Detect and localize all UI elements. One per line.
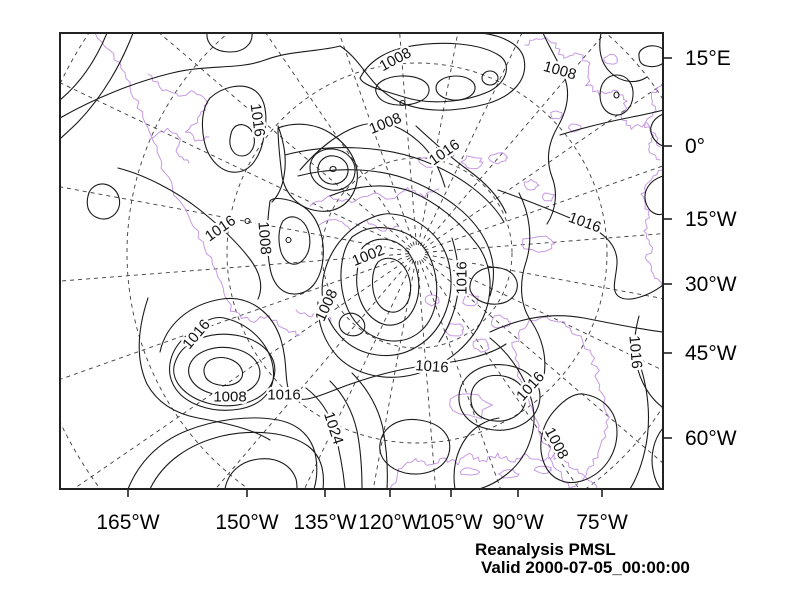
- meridian-line: [421, 34, 605, 248]
- plot-title: Reanalysis PMSL: [475, 540, 616, 559]
- meridian-line: [424, 256, 662, 371]
- isobar-value-label: 1016: [513, 368, 548, 404]
- meridian-line: [417, 260, 436, 488]
- coastline-path: [645, 84, 662, 161]
- isobar-value-label: 1016: [453, 261, 470, 294]
- isobar-value-label: 1008: [541, 425, 572, 462]
- island-path: [533, 465, 553, 475]
- island-path: [567, 123, 582, 133]
- right-axis-label: 15°W: [685, 208, 737, 231]
- bottom-axis-label: 120°W: [358, 511, 421, 534]
- bottom-axis-label: 105°W: [419, 511, 482, 534]
- isobar-value-label: 1008: [213, 388, 246, 405]
- bottom-axis-label: 75°W: [576, 511, 628, 534]
- plot-valid-time: Valid 2000-07-05_00:00:00: [481, 558, 690, 577]
- latitude-circle: [321, 157, 513, 349]
- coastlines: [94, 34, 662, 488]
- right-axis-label: 60°W: [685, 427, 737, 450]
- island-path: [490, 314, 511, 329]
- meridian-line: [61, 253, 410, 282]
- coastline-path: [309, 187, 440, 207]
- meridian-line: [61, 255, 410, 380]
- isobar-value-label: 1016: [625, 335, 645, 370]
- coastline-path: [147, 73, 210, 142]
- meridian-line: [61, 186, 410, 252]
- isobar-value-label: 1016: [179, 316, 213, 352]
- isobar-value-label: 1016: [426, 136, 463, 169]
- meridian-line: [423, 84, 662, 249]
- island-path: [603, 53, 619, 65]
- isobar-value-label: 1024: [320, 410, 346, 447]
- bottom-axis-label: 135°W: [293, 511, 356, 534]
- latitude-circle: [226, 62, 608, 444]
- isobar-value-label: 1002: [350, 242, 387, 270]
- coastline-path: [295, 309, 332, 322]
- isobar-value-label: 1016: [267, 386, 300, 403]
- island-path: [523, 178, 540, 191]
- isobar-contours: [61, 34, 662, 488]
- island-path: [462, 293, 480, 307]
- island-path: [550, 110, 563, 120]
- bottom-axis-label: 150°W: [215, 511, 278, 534]
- island-path: [460, 155, 484, 170]
- right-axis-label: 30°W: [685, 273, 737, 296]
- meridian-line: [422, 257, 662, 463]
- isobar-value-label: 1008: [254, 221, 274, 256]
- coastline-path: [389, 452, 598, 488]
- coastline-path: [524, 37, 661, 148]
- island-path: [418, 157, 437, 168]
- isobar-value-label: 1008: [377, 44, 414, 75]
- island-path: [424, 294, 440, 307]
- coastline-path: [640, 169, 662, 287]
- island-path: [459, 467, 481, 476]
- isobar-value-label: 1008: [312, 287, 342, 324]
- island-path: [522, 235, 556, 253]
- island-path: [440, 149, 455, 160]
- right-axis-label: 45°W: [685, 342, 737, 365]
- island-path: [487, 152, 509, 165]
- coastline-path: [94, 34, 301, 337]
- isobar-value-label: 1016: [566, 209, 603, 236]
- title-block: Reanalysis PMSL Valid 2000-07-05_00:00:0…: [475, 540, 690, 577]
- island-path: [472, 338, 490, 353]
- bottom-axis-label: 90°W: [492, 511, 544, 534]
- isobar-value-label: 1016: [415, 357, 449, 376]
- meridian-line: [420, 34, 522, 246]
- bottom-axis-label: 165°W: [96, 511, 159, 534]
- right-axis-label: 15°E: [685, 47, 731, 70]
- right-axis-label: 0°: [685, 135, 705, 158]
- meridian-line: [74, 257, 411, 488]
- island-path: [542, 192, 555, 202]
- meridian-line: [61, 82, 410, 250]
- island-path: [449, 393, 493, 420]
- meridian-line: [159, 34, 412, 249]
- island-path: [498, 469, 520, 479]
- coastline-path: [149, 127, 190, 164]
- map-frame: [59, 32, 664, 490]
- isobar-value-label: 1008: [541, 58, 578, 84]
- meridian-line: [215, 258, 413, 488]
- isobar-value-label: 1008: [367, 110, 404, 138]
- isobar-value-label: 1016: [247, 102, 268, 137]
